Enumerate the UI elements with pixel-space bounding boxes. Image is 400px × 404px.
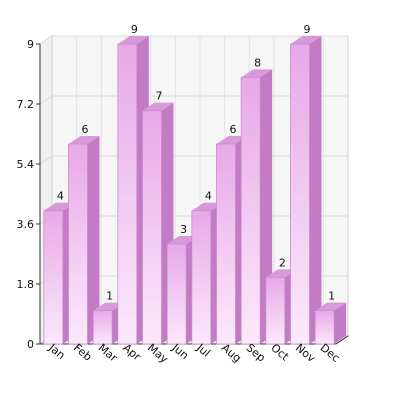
data-label: 1 <box>328 290 335 303</box>
bar <box>43 210 64 345</box>
bar <box>191 210 212 345</box>
bar <box>166 243 187 345</box>
bar-top-face <box>117 36 149 44</box>
data-label: 4 <box>57 190 64 203</box>
data-label: 7 <box>156 90 163 103</box>
data-label: 8 <box>254 56 261 69</box>
bar-top-face <box>142 102 174 111</box>
data-label: 6 <box>230 123 237 136</box>
x-axis-depth-line <box>335 335 349 345</box>
bar-top-face <box>216 136 248 144</box>
x-tick-label: Apr <box>120 341 143 363</box>
bar-top-face <box>68 136 100 144</box>
x-tick-label: Dec <box>318 341 343 365</box>
y-tick-label: 9 <box>27 38 34 51</box>
grid-line-side <box>39 95 53 105</box>
x-tick-label: Sep <box>244 341 268 364</box>
bar <box>290 43 310 345</box>
bar <box>216 143 236 345</box>
y-tick-label: 1.8 <box>17 278 35 291</box>
data-label: 6 <box>82 123 89 136</box>
bar <box>92 310 113 345</box>
bar-side-face <box>334 302 347 344</box>
y-tick-label: 5.4 <box>17 158 35 171</box>
x-tick-label: Nov <box>293 341 318 365</box>
data-label: 3 <box>180 223 187 236</box>
data-label: 2 <box>279 256 286 269</box>
data-label: 1 <box>106 290 113 303</box>
axes: 0 1.8 3.6 5.4 7.2 9 <box>17 38 349 351</box>
data-label: 9 <box>131 23 138 36</box>
data-label: 4 <box>205 190 212 203</box>
x-tick-label: Aug <box>219 341 244 365</box>
bars <box>43 36 347 345</box>
bar-top-face <box>191 202 223 211</box>
bar <box>142 110 162 345</box>
x-tick-label: May <box>145 341 171 366</box>
bar <box>117 43 138 345</box>
bar-top-face <box>43 202 75 211</box>
bar-side-face <box>309 36 322 344</box>
bar-top-face <box>93 302 125 311</box>
y-tick-label: 3.6 <box>17 218 35 231</box>
data-label: 9 <box>304 23 311 36</box>
y-tick-label: 7.2 <box>17 98 35 111</box>
bar-top-face <box>290 36 322 44</box>
bar-top-face <box>315 302 347 311</box>
bar-side-face <box>87 136 100 344</box>
bar-top-face <box>265 269 297 278</box>
grid-line-side <box>39 155 53 165</box>
bar-top-face <box>167 236 199 244</box>
bar <box>68 143 88 345</box>
grid-line-side <box>39 35 53 45</box>
bar <box>265 276 286 345</box>
bar <box>240 76 261 345</box>
y-tick-label: 0 <box>27 338 34 351</box>
bar-top-face <box>241 69 273 78</box>
bar <box>314 310 335 345</box>
x-tick-label: Feb <box>71 341 94 363</box>
x-tick-label: Oct <box>268 341 291 364</box>
x-tick-label: Mar <box>96 341 121 365</box>
